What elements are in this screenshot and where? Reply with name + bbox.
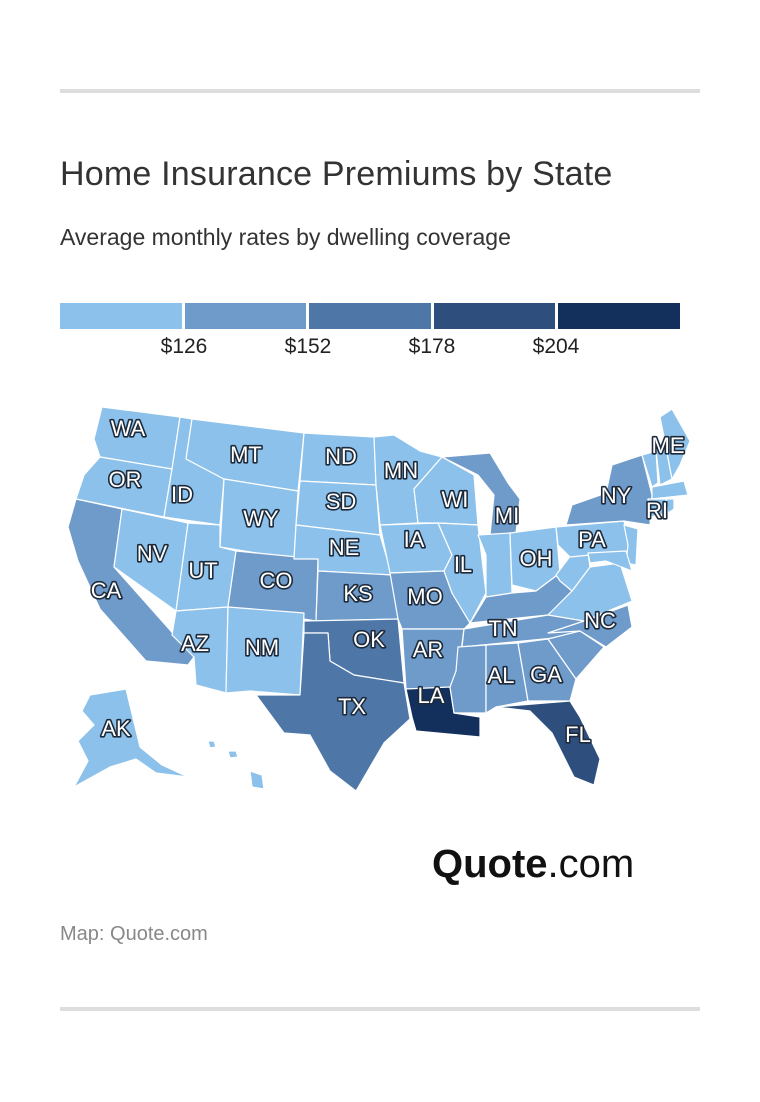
label-OK: OK (353, 627, 385, 652)
legend-threshold-3: $178 (408, 335, 456, 358)
label-NY: NY (601, 483, 632, 508)
label-WI: WI (442, 487, 469, 512)
us-choropleth-map: WA OR CA NV ID MT WY UT AZ CO NM ND SD N… (60, 395, 700, 795)
legend-swatch-0 (60, 303, 182, 329)
label-NE: NE (329, 535, 360, 560)
legend-threshold-labels: $126 $152 $178 $204 (60, 335, 680, 365)
label-MN: MN (384, 458, 418, 483)
page-title: Home Insurance Premiums by State (60, 155, 613, 193)
map-svg: WA OR CA NV ID MT WY UT AZ CO NM ND SD N… (67, 406, 691, 792)
label-CA: CA (91, 578, 122, 603)
label-IA: IA (404, 527, 425, 552)
page-subtitle: Average monthly rates by dwelling covera… (60, 224, 511, 250)
label-KS: KS (343, 581, 372, 606)
state-ME (659, 408, 691, 480)
legend-threshold-4: $204 (532, 335, 580, 358)
legend-threshold-2: $152 (284, 335, 332, 358)
label-MT: MT (230, 442, 262, 467)
label-NC: NC (584, 608, 616, 633)
label-TN: TN (488, 616, 517, 641)
label-MO: MO (407, 584, 442, 609)
legend-swatch-4 (558, 303, 680, 329)
label-RI: RI (646, 498, 668, 523)
label-OH: OH (520, 546, 553, 571)
label-AR: AR (413, 637, 444, 662)
legend-swatch-2 (309, 303, 431, 329)
state-HI (207, 740, 265, 790)
state-FL (495, 700, 601, 786)
bottom-divider (60, 1007, 700, 1011)
brand-bold: Quote (432, 842, 548, 886)
label-ID: ID (171, 482, 193, 507)
label-MI: MI (495, 503, 519, 528)
label-UT: UT (188, 558, 217, 583)
legend-swatch-1 (184, 303, 307, 329)
label-GA: GA (530, 662, 562, 687)
map-credit: Map: Quote.com (60, 923, 208, 945)
label-NV: NV (137, 541, 168, 566)
state-TX (255, 632, 411, 792)
state-AK (73, 688, 189, 788)
label-IL: IL (454, 552, 472, 577)
label-WA: WA (111, 416, 146, 441)
label-ND: ND (325, 444, 357, 469)
label-NM: NM (245, 635, 279, 660)
legend-color-bar (60, 303, 680, 329)
top-divider (60, 89, 700, 93)
label-FL: FL (565, 722, 591, 747)
state-RI (665, 498, 675, 514)
state-SC (547, 630, 605, 680)
state-MA (651, 480, 689, 500)
label-AK: AK (101, 716, 131, 741)
quote-com-logo: Quote.com (432, 842, 634, 887)
label-WY: WY (243, 506, 279, 531)
label-OR: OR (109, 467, 142, 492)
label-AL: AL (488, 663, 515, 688)
state-MD (587, 550, 633, 572)
label-LA: LA (418, 683, 445, 708)
state-VT (641, 450, 659, 488)
legend-threshold-1: $126 (160, 335, 208, 358)
state-labels: WA OR CA NV ID MT WY UT AZ CO NM ND SD N… (89, 414, 686, 748)
label-AZ: AZ (181, 631, 209, 656)
label-CO: CO (260, 568, 293, 593)
label-TX: TX (338, 694, 366, 719)
state-NM (225, 606, 305, 696)
legend-swatch-3 (433, 303, 556, 329)
label-ME: ME (652, 433, 685, 458)
color-legend: $126 $152 $178 $204 (60, 303, 680, 365)
state-GA (517, 638, 577, 702)
brand-light: .com (547, 842, 635, 886)
label-PA: PA (578, 527, 606, 552)
state-AL (485, 642, 529, 714)
label-SD: SD (326, 489, 357, 514)
